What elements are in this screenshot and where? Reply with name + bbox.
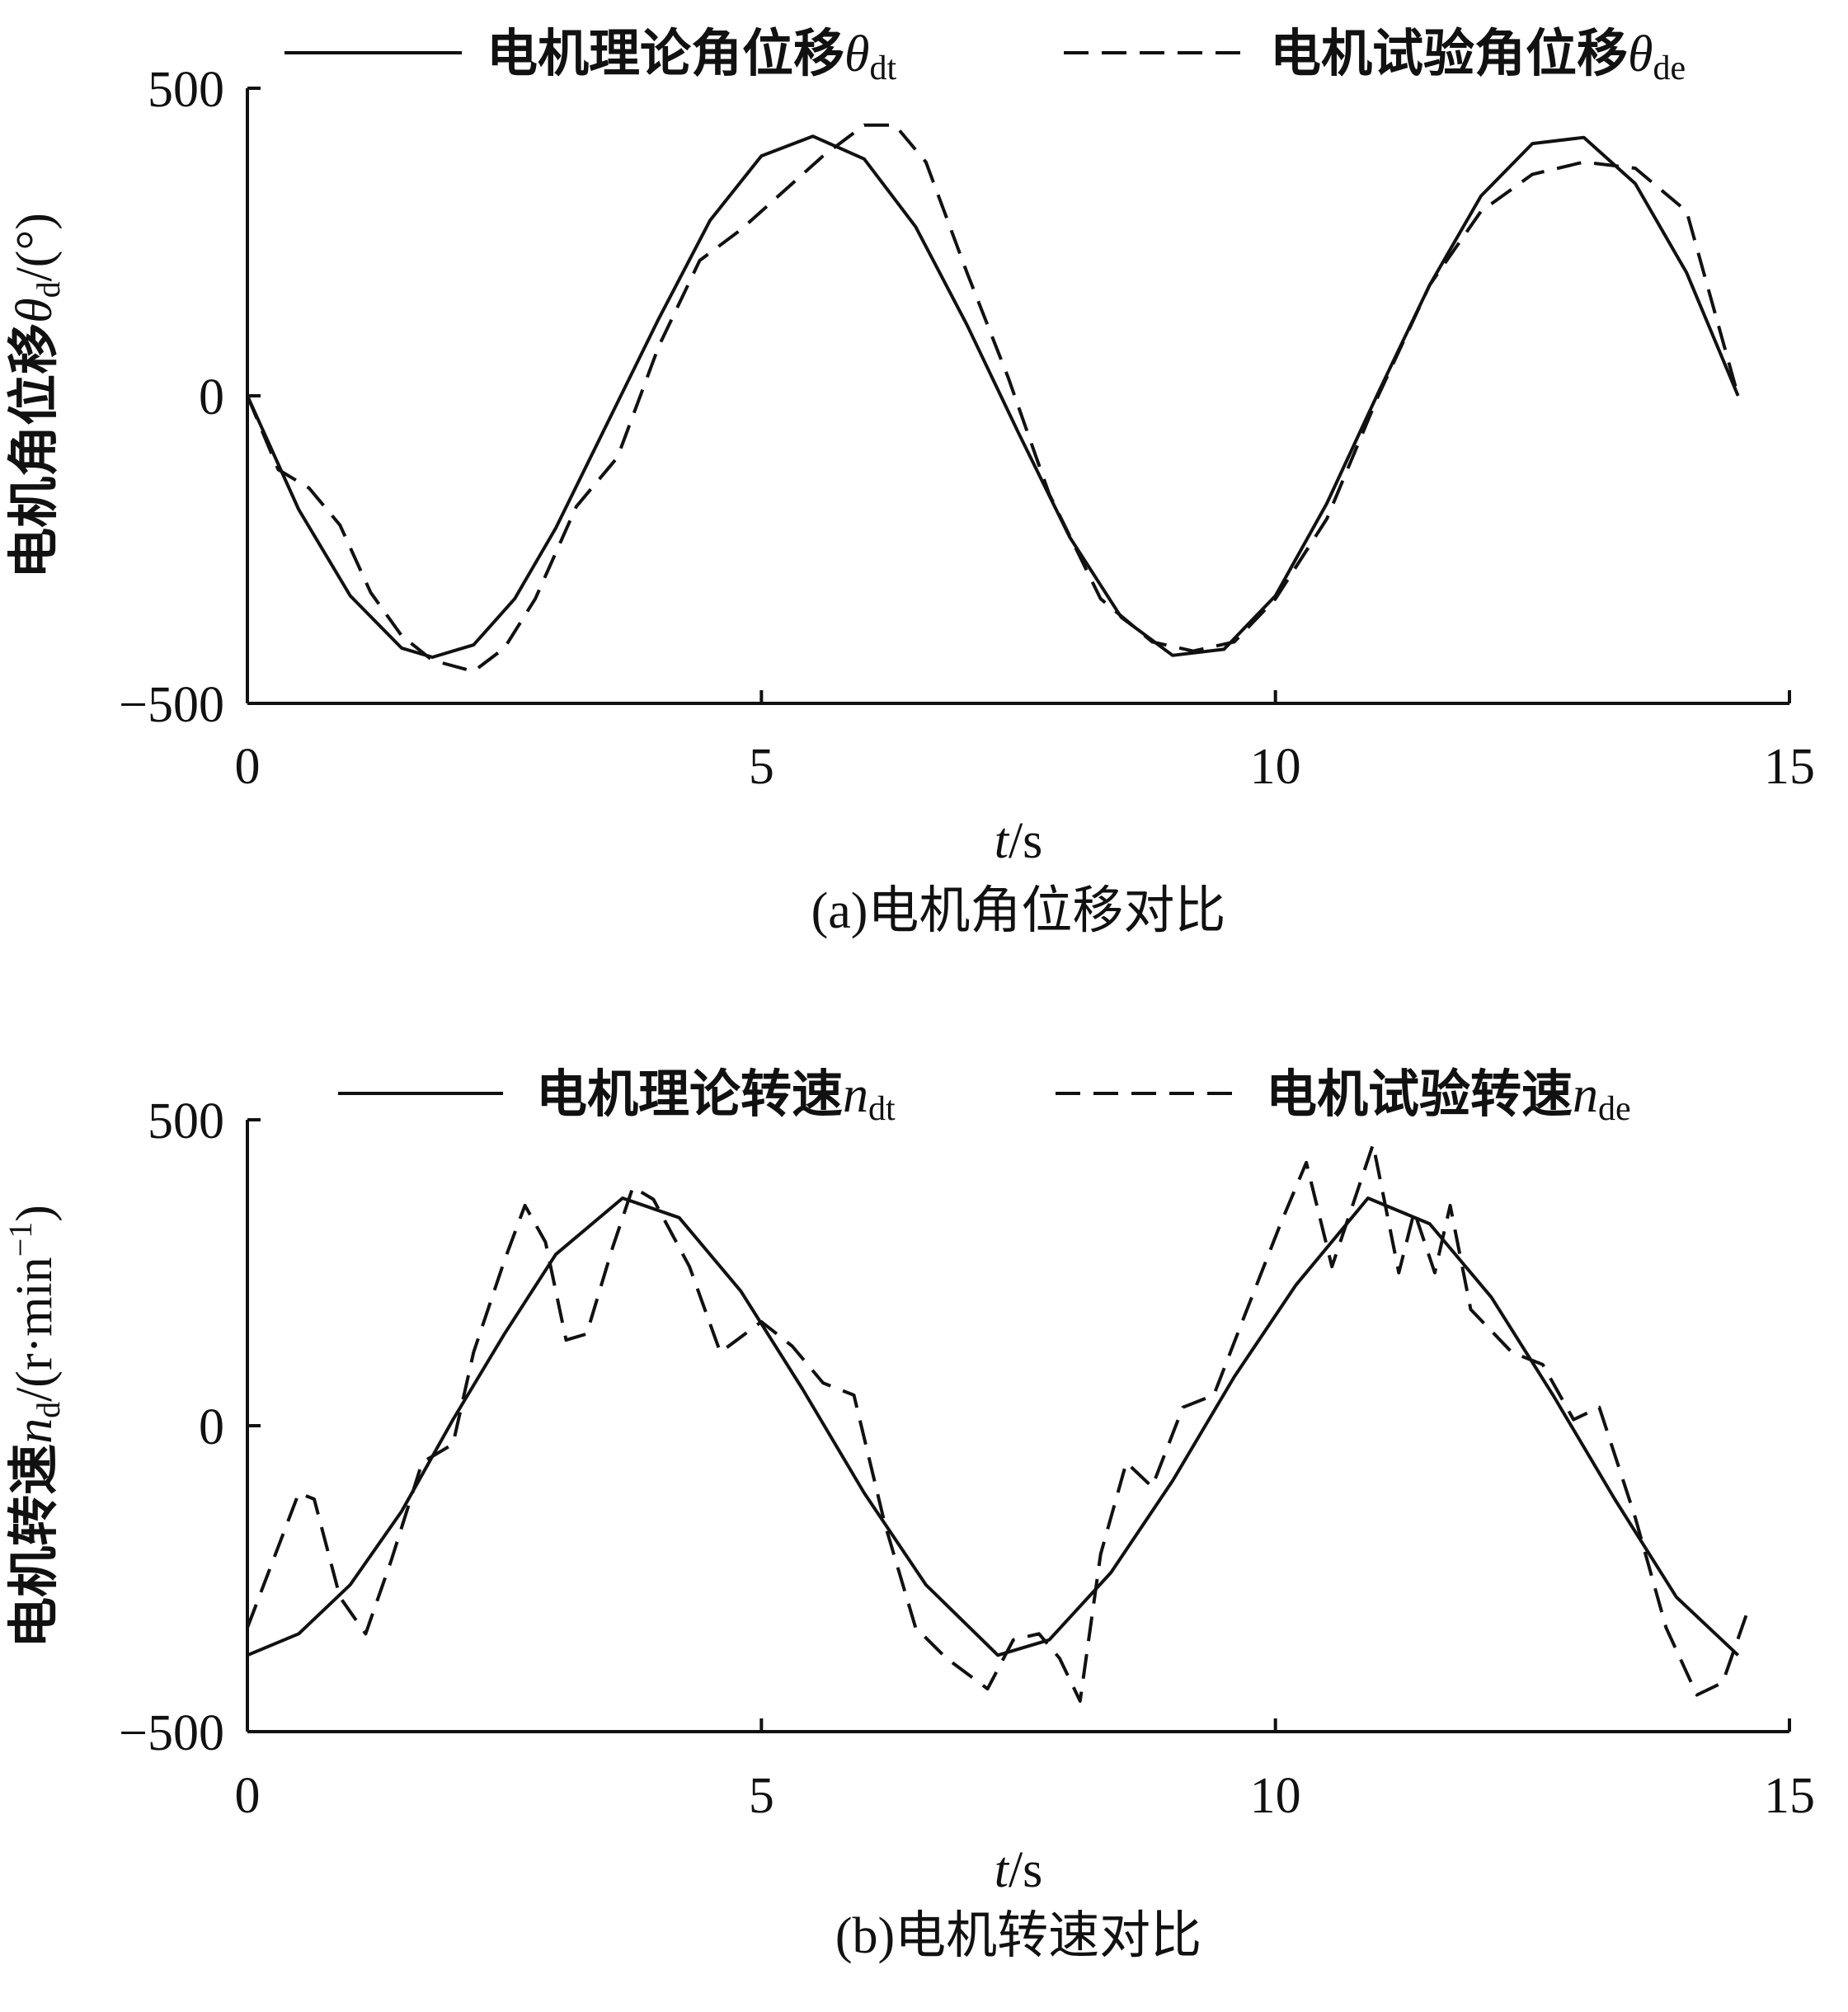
y-tick-label: 500 (148, 1093, 224, 1149)
legend-entry-symbol: θ (1628, 26, 1653, 82)
legend-entry-text: 电机理论角位移 (487, 23, 844, 83)
y-axis-label-unit: /(r·min (7, 1257, 63, 1402)
legend-entry-text: 电机试验转速 (1266, 1064, 1573, 1124)
legend-entry-text: 电机理论转速 (536, 1064, 843, 1124)
x-tick-label: 10 (1250, 739, 1301, 795)
legend-entry-label: 电机试验转速nde (1266, 1064, 1631, 1128)
x-axis-label-unit: /s (1009, 1842, 1042, 1898)
panel-caption: (a)电机角位移对比 (811, 883, 1226, 939)
y-axis-label-subscript: d (30, 281, 67, 298)
legend-entry-subscript: dt (869, 49, 896, 87)
x-tick-label: 15 (1764, 739, 1815, 795)
y-axis-label-subscript: d (30, 1402, 67, 1418)
y-tick-label: 0 (199, 1399, 224, 1455)
legend-entry-label: 电机理论角位移θdt (487, 23, 896, 87)
x-tick-label: 15 (1764, 1768, 1815, 1824)
y-axis-label-close: ) (7, 1205, 63, 1222)
y-tick-label: 500 (148, 62, 224, 118)
y-axis-label: 电机角位移θd/(°) (3, 213, 67, 579)
legend-entry-text: 电机试验角位移 (1270, 23, 1628, 83)
y-axis-label-superscript: −1 (2, 1222, 39, 1258)
y-axis-label-symbol: n (7, 1418, 63, 1444)
y-axis-label-unit: /(°) (7, 213, 63, 281)
y-axis-label-text: 电机转速 (3, 1444, 63, 1648)
x-axis-label-symbol: t (995, 813, 1010, 869)
series-line-experimental (246, 123, 1740, 674)
legend-entry-subscript: de (1598, 1090, 1631, 1128)
x-tick-label: 0 (235, 1768, 261, 1824)
legend-entry-label: 电机理论转速ndt (536, 1064, 896, 1128)
y-axis-label-symbol: θ (7, 298, 63, 322)
legend-entry-symbol: n (843, 1067, 868, 1123)
y-tick-label: −500 (119, 1705, 224, 1761)
series-line-theoretical (246, 134, 1740, 659)
panel-a: 0 5 10 155000−500t/s(a)电机角位移对比电机角位移θd/(°)电机… (3, 23, 1815, 939)
y-axis-label: 电机转速nd/(r·min−1) (2, 1205, 67, 1648)
series-line-theoretical (247, 1196, 1740, 1657)
legend-entry-symbol: θ (844, 26, 869, 82)
x-tick-label: 5 (749, 1768, 774, 1824)
panel-caption: (b)电机转速对比 (835, 1908, 1201, 1964)
series-line-experimental (246, 1142, 1750, 1703)
y-axis-label-text: 电机角位移 (3, 323, 63, 579)
x-axis-label: t/s (995, 1842, 1043, 1898)
x-tick-label: 10 (1250, 1768, 1301, 1824)
x-tick-label: 5 (749, 739, 774, 795)
x-axis-label-symbol: t (995, 1842, 1010, 1898)
x-axis-label: t/s (995, 813, 1043, 869)
x-tick-label: 0 (235, 739, 261, 795)
panel-b: 0 5 10 155000−500t/s(b)电机转速对比电机转速nd/(r·min−… (2, 1064, 1815, 1964)
y-tick-label: −500 (119, 677, 224, 733)
legend-entry-label: 电机试验角位移θde (1270, 23, 1686, 87)
legend-entry-subscript: de (1653, 49, 1686, 87)
legend-entry-subscript: dt (868, 1090, 896, 1128)
y-tick-label: 0 (199, 369, 224, 425)
x-axis-label-unit: /s (1009, 813, 1042, 869)
legend-entry-symbol: n (1573, 1067, 1598, 1123)
